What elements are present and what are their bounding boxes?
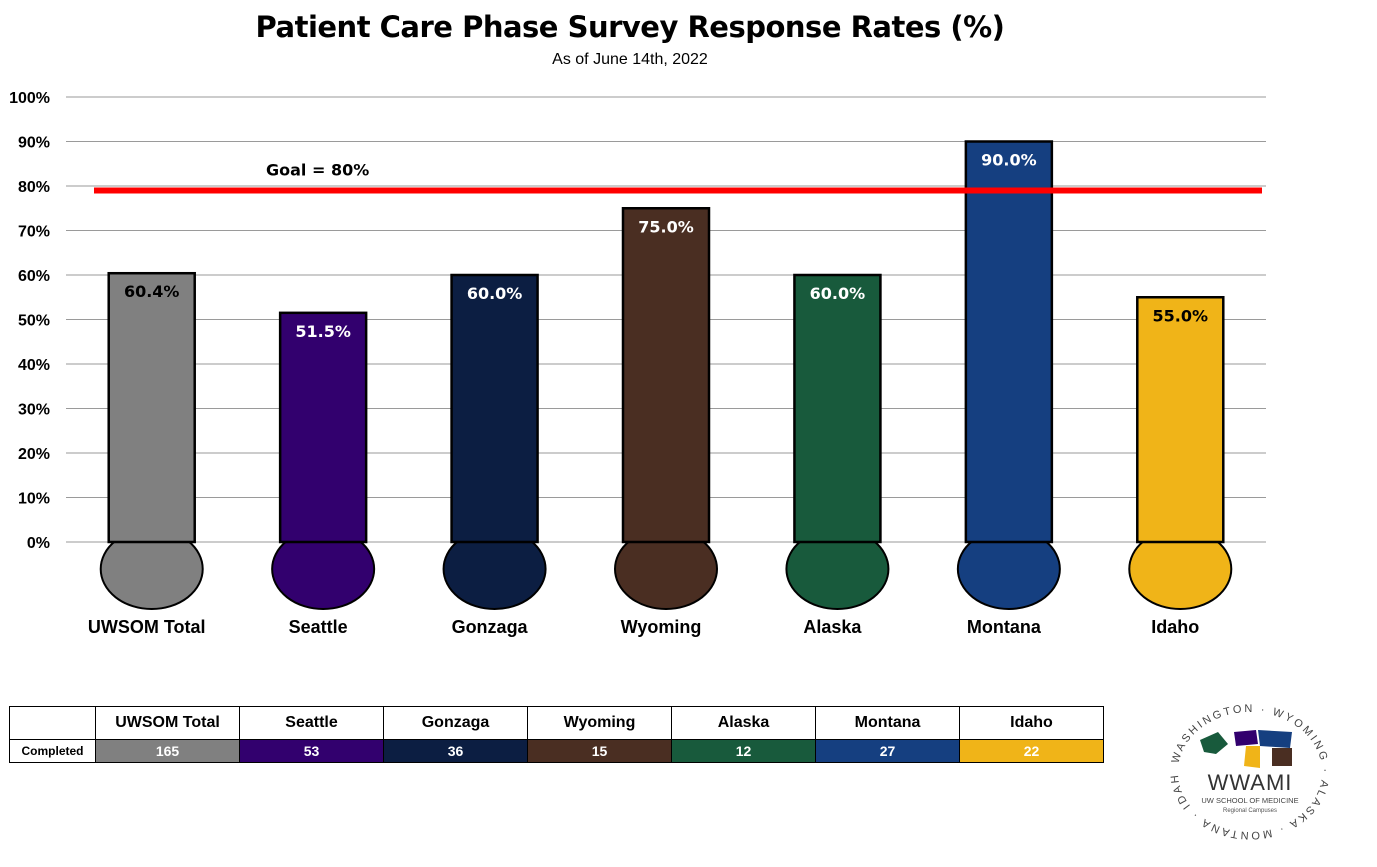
y-tick-label: 30% [18, 402, 50, 419]
table-header-cell: Idaho [959, 706, 1104, 740]
data-label: 51.5% [295, 322, 351, 341]
logo-tagline: UW SCHOOL OF MEDICINE [1201, 796, 1298, 805]
wwami-logo: WASHINGTON · WYOMING · ALASKA · MONTANA … [1160, 692, 1331, 841]
data-label: 60.0% [810, 284, 866, 303]
y-tick-label: 100% [9, 90, 50, 107]
completion-table: UWSOM Total Seattle Gonzaga Wyoming Alas… [9, 706, 1104, 763]
x-tick-label: Seattle [289, 617, 348, 637]
table-header-cell: UWSOM Total [95, 706, 240, 740]
table-corner-cell [9, 706, 96, 740]
data-label: 90.0% [981, 151, 1037, 170]
data-label: 60.0% [467, 284, 523, 303]
y-tick-label: 0% [27, 535, 50, 552]
table-header-cell: Montana [815, 706, 960, 740]
table-header-row: UWSOM Total Seattle Gonzaga Wyoming Alas… [9, 706, 1104, 740]
logo-ring-text: WASHINGTON · WYOMING · ALASKA · MONTANA … [1160, 692, 1331, 841]
table-value-cell: 36 [383, 739, 528, 763]
bar [450, 273, 539, 544]
chart-subtitle: As of June 14th, 2022 [552, 51, 708, 68]
bar [1136, 296, 1225, 544]
table-row: Completed 165 53 36 15 12 27 22 [9, 739, 1104, 763]
x-tick-label: Montana [967, 617, 1042, 637]
table-value-cell: 22 [959, 739, 1104, 763]
table-value-cell: 27 [815, 739, 960, 763]
logo-subtagline: Regional Campuses [1223, 808, 1277, 814]
table-row-label: Completed [9, 739, 96, 763]
state-map-icon [1200, 730, 1292, 768]
table-header-cell: Wyoming [527, 706, 672, 740]
y-tick-label: 20% [18, 446, 50, 463]
table-value-cell: 12 [671, 739, 816, 763]
table-header-cell: Seattle [239, 706, 384, 740]
table-header-cell: Gonzaga [383, 706, 528, 740]
x-tick-label: UWSOM Total [88, 617, 206, 637]
bar [964, 140, 1054, 544]
x-tick-label: Gonzaga [452, 617, 529, 637]
y-tick-label: 60% [18, 268, 50, 285]
y-tick-label: 80% [18, 179, 50, 196]
x-tick-label: Idaho [1151, 617, 1199, 637]
table-value-cell: 53 [239, 739, 384, 763]
goal-label: Goal = 80% [266, 160, 369, 179]
y-tick-label: 10% [18, 491, 50, 508]
bar [621, 207, 711, 544]
y-tick-label: 90% [18, 135, 50, 152]
y-tick-label: 50% [18, 313, 50, 330]
x-tick-label: Wyoming [621, 617, 702, 637]
table-header-cell: Alaska [671, 706, 816, 740]
bar [793, 273, 882, 544]
logo-name: WWAMI [1208, 770, 1293, 795]
x-tick-label: Alaska [803, 617, 862, 637]
bar [107, 271, 196, 544]
table-value-cell: 165 [95, 739, 240, 763]
data-label: 75.0% [638, 217, 694, 236]
bar-chart: 0% 10% 20% 30% 40% 50% 60% 70% 80% 90% 100% 60.4% UW… [9, 90, 1266, 637]
y-tick-label: 70% [18, 224, 50, 241]
data-label: 55.0% [1153, 306, 1209, 325]
table-value-cell: 15 [527, 739, 672, 763]
data-label: 60.4% [124, 282, 180, 301]
y-tick-label: 40% [18, 357, 50, 374]
bar [278, 311, 368, 544]
chart-title: Patient Care Phase Survey Response Rates… [255, 10, 1005, 44]
